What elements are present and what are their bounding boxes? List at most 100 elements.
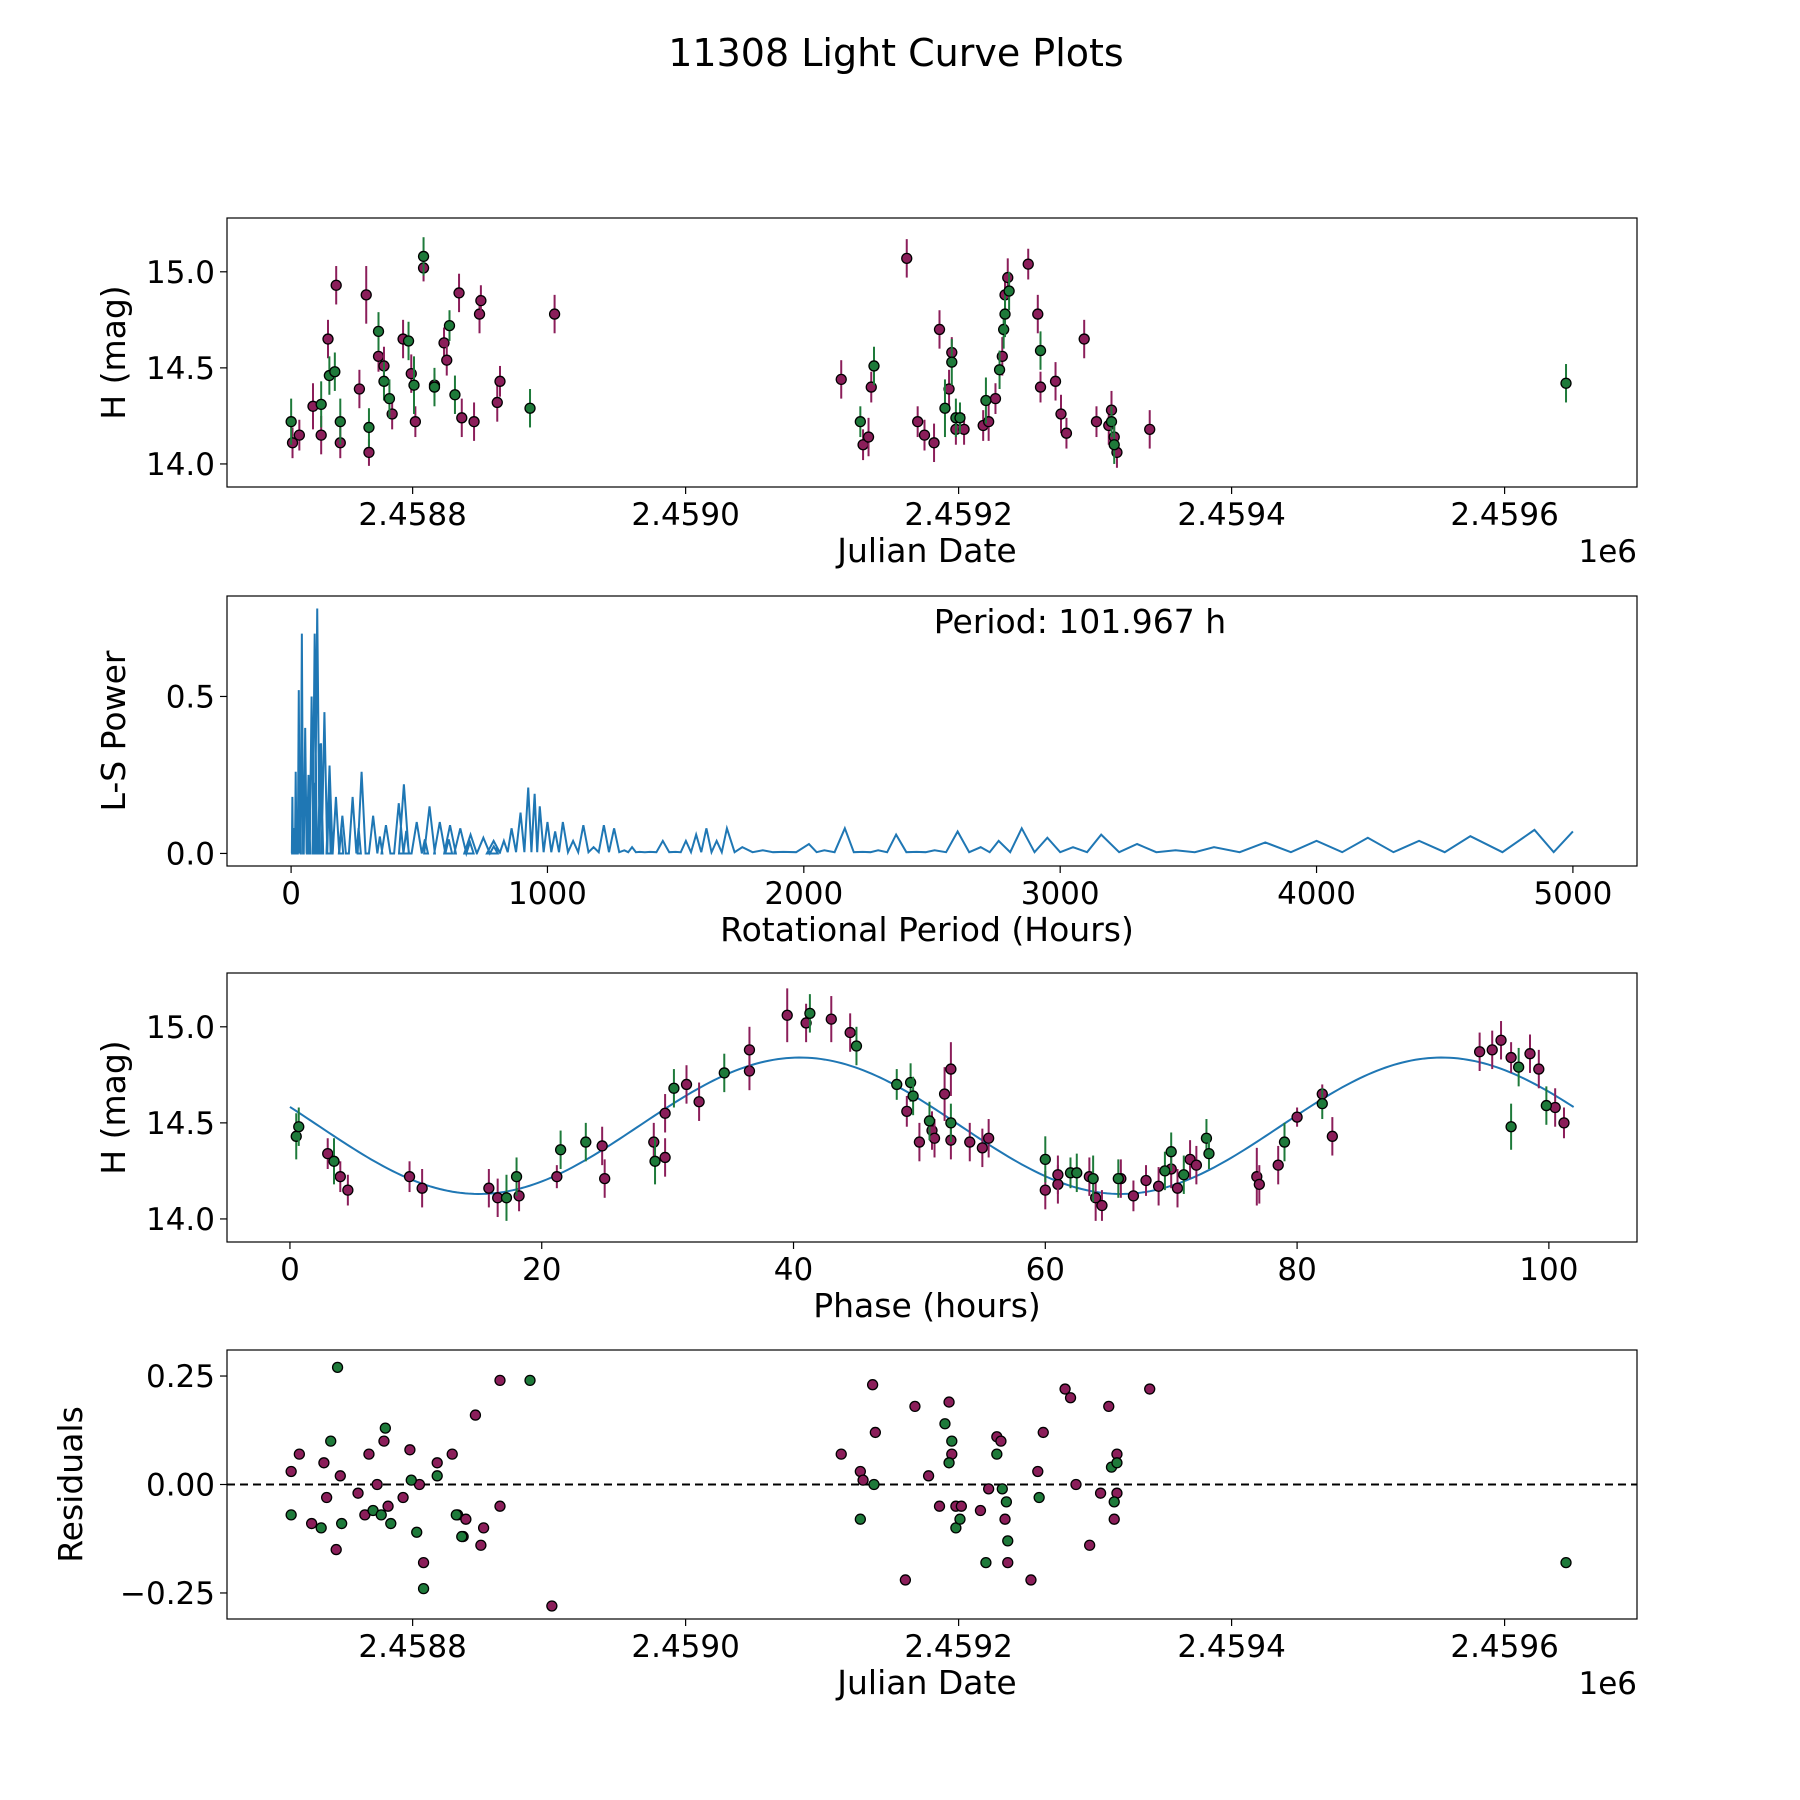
x-axis-label: Julian Date [835,1663,1017,1702]
band_b-point [1111,1457,1123,1469]
band_a-point [933,323,946,336]
y-tick-label: 14.0 [146,1202,215,1238]
y-tick-label: 0.25 [146,1359,215,1395]
x-tick-label: 2.4592 [904,1629,1012,1665]
band_b-point [907,1090,919,1102]
band_a-point [1495,1034,1507,1046]
band_a-point [548,308,561,320]
band_b-point [510,1171,523,1183]
band_a-point [441,354,453,366]
band_b-point [443,319,456,332]
band_b-point [854,416,866,428]
band_a-point [546,1600,558,1612]
band_a-point [1108,1513,1120,1525]
band_b-point [1513,1061,1525,1073]
band_a-point [322,333,334,345]
x-tick-label: 100 [1519,1252,1578,1288]
band_a-point [1064,1392,1077,1404]
band_b-point [668,1082,680,1094]
band_a-point [1034,381,1047,393]
band_a-point [293,1448,305,1460]
band_a-point [857,1474,869,1486]
band_b-point [939,402,951,414]
x-tick-label: 3000 [1021,876,1100,912]
band_b-point [923,1115,936,1127]
band_b-point [980,394,992,407]
band_a-point [964,1136,976,1148]
x-tick-label: 2.4590 [631,1629,739,1665]
band_a-point [1084,1539,1096,1551]
y-axis-label: H (mag) [94,1040,133,1174]
band_a-point [1144,1383,1156,1395]
band_a-point [475,294,487,307]
x-tick-label: 1000 [508,876,587,912]
band_b-point [315,1522,327,1534]
band_a-point [1140,1174,1152,1187]
band_a-point [976,1142,989,1154]
x-tick-label: 0 [281,876,301,912]
band_a-point [869,1426,882,1439]
lightcurve-panel: 2.4588 2.4590 2.4592 2.4594 2.4596 14.0 14.5 15… [94,217,1638,570]
band_b-point [954,412,966,424]
band_b-point [402,335,415,347]
band_a-point [363,446,375,459]
band_b-point [428,381,441,393]
band_b-point [1033,1491,1045,1504]
band_a-point [1070,1478,1082,1491]
band_a-point [899,1574,912,1586]
band_b-point [868,1478,880,1491]
x-tick-label: 2.4596 [1450,1629,1558,1665]
band_a-point [835,373,847,386]
y-tick-label: −0.25 [120,1576,215,1612]
x-tick-label: 2.4594 [1177,497,1285,533]
band_a-point [1533,1063,1545,1075]
y-axis-label: Residuals [51,1406,90,1563]
band_a-point [659,1151,671,1164]
band_a-point [372,350,385,362]
band_a-point [1190,1159,1203,1171]
band_b-point [1560,1556,1572,1569]
x-tick-label: 40 [774,1252,813,1288]
band_b-point [405,1474,417,1486]
band_b-point [328,1155,340,1167]
band_b-point [1540,1099,1553,1112]
band_b-point [450,1509,462,1521]
band_a-point [285,1465,297,1478]
band_a-point [1037,1426,1049,1439]
band_a-point [983,1132,995,1144]
band_a-point [305,1517,318,1530]
x-offset-label: 1e6 [1578,1666,1637,1702]
x-tick-label: 0 [280,1252,300,1288]
band_b-point [993,364,1006,376]
band_a-point [477,1522,490,1534]
band_a-point [334,1171,346,1183]
x-tick-label: 60 [1026,1252,1065,1288]
band_a-point [1473,1046,1486,1058]
band_a-point [382,1500,394,1512]
band_a-point [955,1500,967,1512]
band_b-point [718,1067,730,1079]
band_b-point [329,366,341,378]
band_b-point [378,375,390,387]
band_a-point [835,1448,847,1460]
band_a-point [1049,375,1062,387]
band_a-point [1103,1400,1115,1413]
band_a-point [1326,1130,1338,1142]
band_b-point [1003,285,1015,297]
band_a-point [293,429,305,441]
band_a-point [825,1013,837,1025]
residuals-panel: 2.4588 2.4590 2.4592 2.4594 2.4596 −0.25 0.00 0… [51,1349,1638,1702]
band_a-point [1039,1184,1051,1196]
band_b-point [1505,1121,1517,1133]
band_b-point [383,392,396,405]
band_a-point [446,1448,458,1460]
x-tick-label: 2000 [764,876,843,912]
periodogram-panel: Period: 101.967 h 0 1000 2000 3000 4000 5000 0.… [94,595,1638,949]
band_a-point [469,1409,482,1421]
ls-power-line [290,608,1574,858]
band_a-point [494,1374,506,1387]
band_b-point [524,402,536,414]
x-tick-label: 2.4594 [1177,1629,1285,1665]
band_a-point [371,1478,383,1491]
